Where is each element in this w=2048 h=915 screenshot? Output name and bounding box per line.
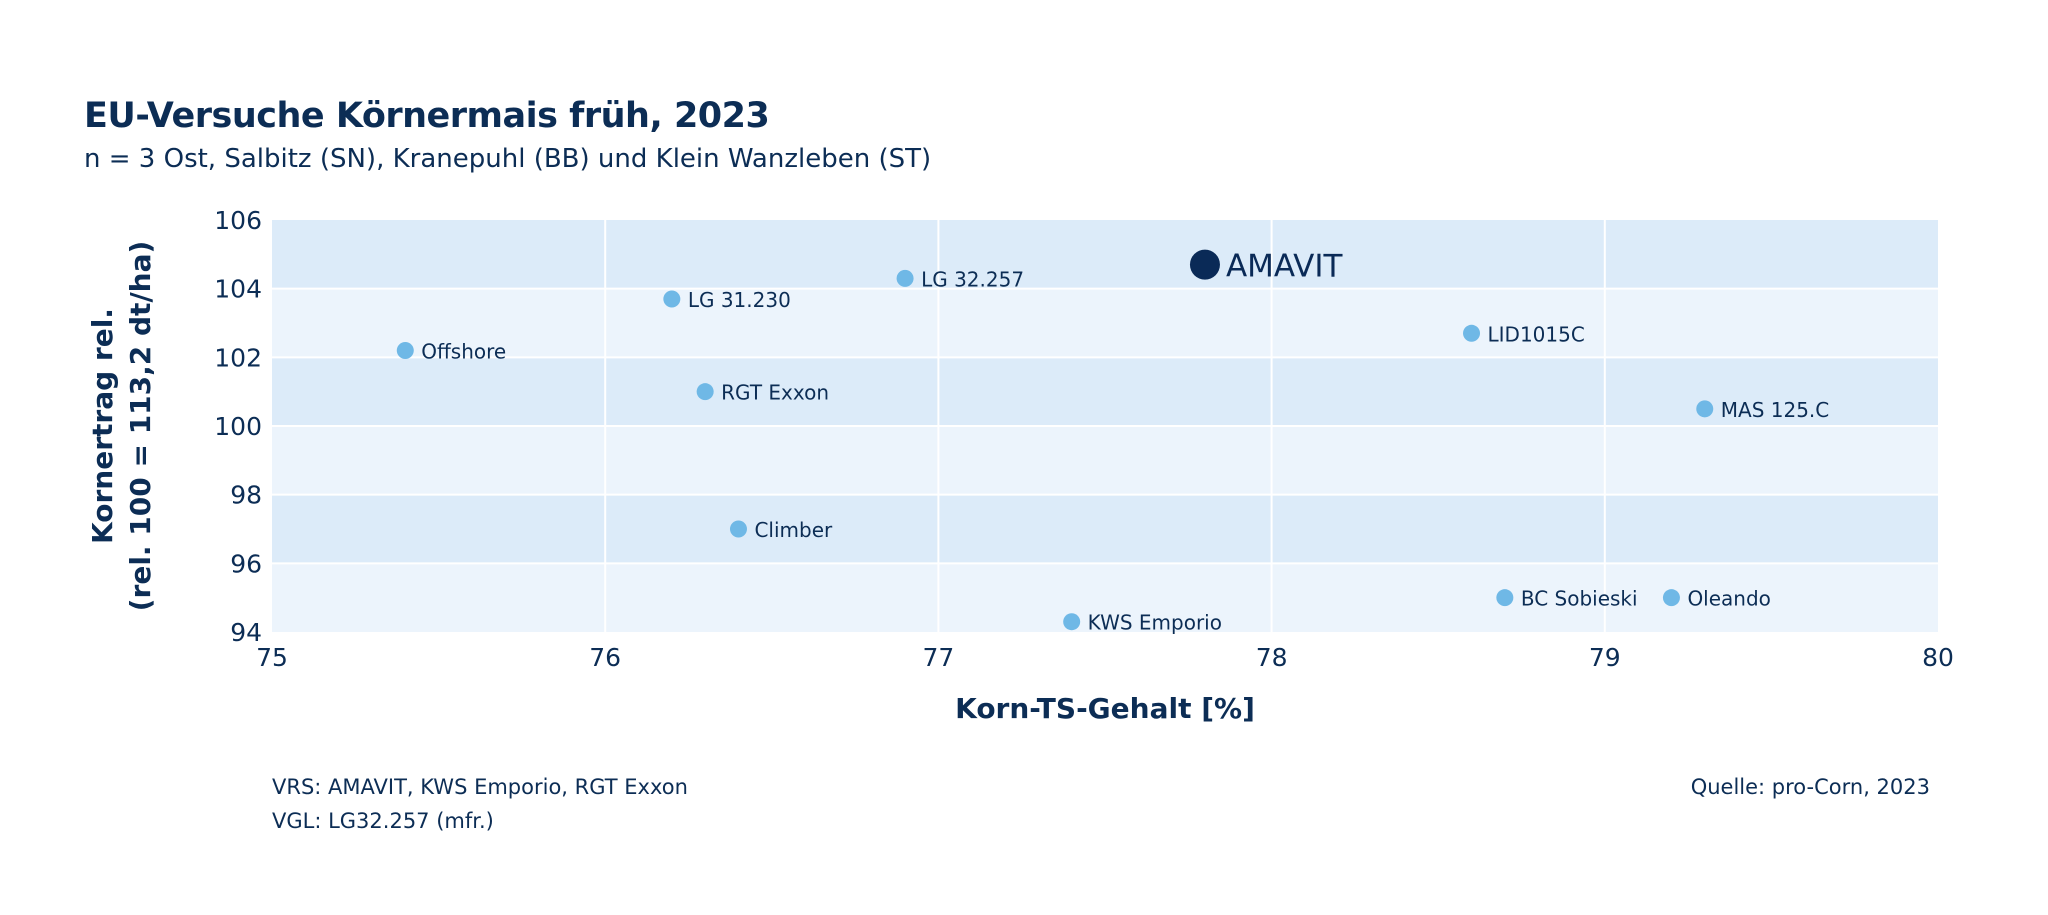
x-tick-label: 76	[589, 643, 621, 672]
x-axis-label: Korn-TS-Gehalt [%]	[955, 692, 1255, 725]
data-point	[1496, 589, 1514, 607]
y-axis-label-line: Kornertrag rel.	[86, 308, 119, 544]
data-label-highlight: AMAVIT	[1226, 249, 1344, 285]
plot-band	[272, 494, 1938, 564]
data-point	[1463, 324, 1481, 342]
data-label: Offshore	[421, 339, 506, 363]
y-tick-label: 100	[214, 412, 262, 441]
data-label: RGT Exxon	[721, 381, 829, 405]
x-tick-label: 75	[256, 643, 288, 672]
data-point-highlight	[1189, 249, 1220, 280]
data-point	[663, 290, 681, 308]
footnote-vrs: VRS: AMAVIT, KWS Emporio, RGT Exxon	[272, 775, 688, 799]
plot-band	[272, 426, 1938, 495]
x-tick-label: 79	[1589, 643, 1621, 672]
data-label: LG 32.257	[921, 267, 1024, 291]
data-point	[696, 383, 714, 401]
y-tick-label: 102	[214, 343, 262, 372]
y-tick-label: 98	[230, 481, 262, 510]
x-tick-label: 78	[1256, 643, 1288, 672]
data-label: KWS Emporio	[1088, 611, 1222, 635]
source-note: Quelle: pro-Corn, 2023	[1690, 775, 1930, 799]
data-point	[396, 341, 414, 359]
data-point	[896, 269, 914, 287]
plot-band	[272, 563, 1938, 632]
data-label: Climber	[754, 518, 833, 542]
data-point	[1696, 400, 1714, 418]
y-tick-label: 94	[230, 618, 262, 647]
y-axis-label: Kornertrag rel. (rel. 100 = 113,2 dt/ha)	[86, 241, 157, 612]
y-tick-label: 104	[214, 275, 262, 304]
chart-title: EU-Versuche Körnermais früh, 2023	[84, 96, 770, 136]
data-label: LG 31.230	[688, 288, 791, 312]
y-axis-label-line: (rel. 100 = 113,2 dt/ha)	[124, 241, 157, 612]
plot-band	[272, 220, 1938, 289]
data-label: MAS 125.C	[1721, 398, 1830, 422]
data-point	[1662, 589, 1680, 607]
x-tick-label: 80	[1922, 643, 1954, 672]
plot-band	[272, 288, 1938, 358]
y-tick-label: 96	[230, 549, 262, 578]
data-label: LID1015C	[1488, 322, 1585, 346]
plot-band	[272, 357, 1938, 426]
footnote-vgl: VGL: LG32.257 (mfr.)	[272, 809, 494, 833]
chart-subtitle: n = 3 Ost, Salbitz (SN), Kranepuhl (BB) …	[84, 144, 932, 174]
data-label: Oleando	[1687, 587, 1770, 611]
x-tick-label: 77	[922, 643, 954, 672]
y-tick-label: 106	[214, 206, 262, 235]
data-point	[1063, 613, 1081, 631]
scatter-chart: 94 96 98 100 102 104 106 75 76 77 78 79 80 Korn-TS-Ge…	[86, 206, 1954, 725]
data-label: BC Sobieski	[1521, 587, 1638, 611]
data-point	[729, 520, 747, 538]
